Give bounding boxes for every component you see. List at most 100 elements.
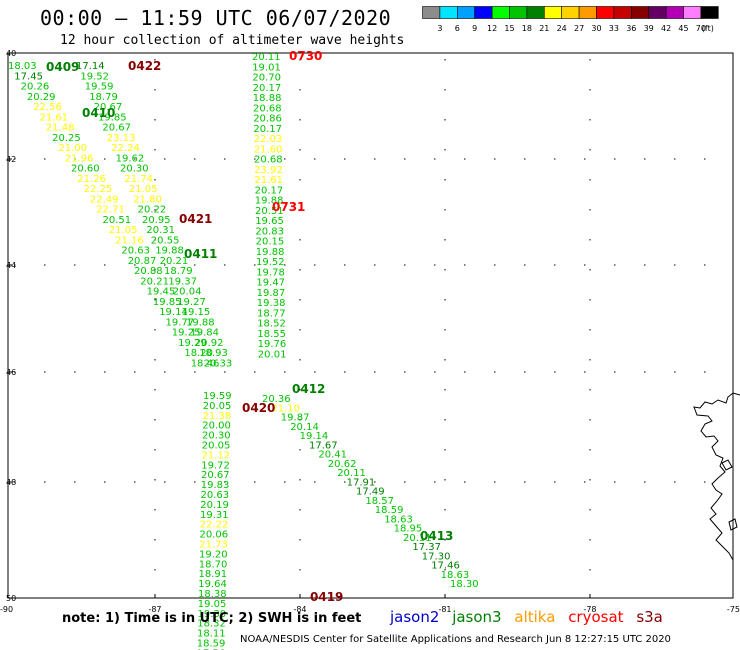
swh-value: 21.60	[254, 144, 283, 155]
swh-value: 19.88	[255, 196, 284, 207]
swh-value: 19.77	[166, 317, 195, 328]
satellite-s3a: s3a	[636, 608, 663, 626]
swh-value: 19.30	[198, 609, 227, 620]
swh-value: 20.92	[195, 338, 224, 349]
swh-value: 20.21	[140, 276, 169, 287]
swh-value: 18.63	[441, 570, 470, 581]
swh-value: 20.17	[255, 185, 284, 196]
swh-value: 21.74	[124, 174, 153, 185]
swh-value: 22.25	[84, 184, 113, 195]
swh-value: 22.24	[111, 143, 140, 154]
swh-value: 20.70	[252, 73, 281, 84]
swh-value: 19.72	[201, 460, 230, 471]
swh-value: 20.00	[202, 421, 231, 432]
swh-value: 19.45	[147, 287, 176, 298]
swh-value: 18.59	[197, 639, 226, 650]
swh-value: 20.87	[128, 256, 157, 267]
swh-value: 20.01	[258, 349, 287, 360]
track-time-label: 0410	[82, 106, 115, 120]
legend-unit: (ft)	[702, 24, 714, 33]
swh-value: 21.05	[109, 225, 138, 236]
lon-axis-label: -84	[293, 605, 306, 614]
swh-value: 18.63	[384, 514, 413, 525]
swh-value: 20.63	[121, 246, 150, 257]
legend-tick-label: 12	[487, 24, 497, 33]
swh-value: 22.71	[96, 205, 125, 216]
swh-value: 21.00	[58, 143, 87, 154]
legend-tick-label: 36	[626, 24, 636, 33]
swh-value: 20.67	[94, 102, 123, 113]
swh-value: 19.88	[256, 247, 285, 258]
swh-value: 18.91	[199, 569, 228, 580]
swh-value: 18.32	[197, 619, 226, 630]
lat-axis-label: 50	[6, 594, 16, 603]
swh-value: 20.33	[204, 358, 233, 369]
lon-axis-label: -78	[583, 605, 596, 614]
legend-tick-label: 21	[539, 24, 549, 33]
swh-value: 20.14	[290, 422, 319, 433]
swh-value: 19.01	[252, 62, 281, 73]
swh-value: 20.22	[138, 205, 167, 216]
graticule	[8, 59, 706, 598]
swh-value: 21.05	[129, 184, 158, 195]
track-time-label: 0409	[46, 60, 79, 74]
swh-value: 19.59	[85, 82, 114, 93]
legend-tick-label: 15	[504, 24, 514, 33]
swh-value: 20.83	[255, 226, 284, 237]
swh-value: 20.29	[27, 92, 56, 103]
swh-value: 20.62	[328, 459, 357, 470]
color-scale-legend: 3 6 9 12 15 18 21 24 27 30 33 36 39 42 45 70(ft)	[422, 6, 719, 33]
swh-value: 20.06	[200, 530, 229, 541]
swh-value: 21.61	[254, 175, 283, 186]
swh-value: 20.68	[254, 155, 283, 166]
track-time-label: 0411	[184, 247, 217, 261]
swh-value: 17.14	[76, 61, 105, 72]
swh-value: 20.26	[21, 82, 50, 93]
swh-value: 20.31	[146, 225, 175, 236]
coastline	[693, 392, 740, 561]
swh-value: 20.11	[403, 533, 432, 544]
swh-value: 18.79	[164, 266, 193, 277]
swh-value: 19.15	[182, 307, 211, 318]
track-time-label: 0731	[272, 200, 305, 214]
satellite-cryosat: cryosat	[568, 608, 624, 626]
swh-value: 17.91	[347, 477, 376, 488]
swh-value: 22.03	[254, 134, 283, 145]
swh-value: 20.68	[253, 103, 282, 114]
swh-value: 20.95	[142, 215, 171, 226]
swh-value: 22.49	[90, 194, 119, 205]
swh-value: 17.30	[422, 551, 451, 562]
island-outline	[721, 459, 738, 531]
swh-value: 19.85	[98, 112, 127, 123]
swh-value: 18.57	[365, 496, 394, 507]
swh-value: 19.87	[257, 288, 286, 299]
swh-value: 19.85	[153, 297, 182, 308]
swh-value: 19.31	[200, 510, 229, 521]
swh-value: 23.92	[254, 165, 283, 176]
legend-swatch	[700, 6, 719, 19]
track-time-label: 0412	[292, 382, 325, 396]
lon-axis-label: -81	[438, 605, 451, 614]
swh-value: 18.55	[257, 329, 286, 340]
swh-value: 18.95	[394, 524, 423, 535]
track-time-label: 0422	[128, 59, 161, 73]
lat-axis-label: 40	[6, 49, 16, 58]
swh-value: 22.56	[33, 102, 62, 113]
swh-value: 19.65	[255, 216, 284, 227]
lon-axis-label: -75	[727, 605, 740, 614]
lat-axis-label: 44	[6, 261, 16, 270]
swh-value: 19.05	[198, 599, 227, 610]
swh-value: 20.05	[203, 401, 232, 412]
swh-value: 17.67	[309, 440, 338, 451]
swh-value: 18.70	[199, 559, 228, 570]
map-title: 00:00 – 11:59 UTC 06/07/2020	[40, 6, 392, 30]
legend-tick-label: 24	[557, 24, 567, 33]
swh-value: 20.30	[202, 431, 231, 442]
map-frame	[7, 52, 734, 599]
swh-value: 19.27	[177, 297, 206, 308]
swh-value: 20.17	[253, 124, 282, 135]
legend-tick-label: 9	[472, 24, 477, 33]
track-0730: 20.1119.0120.7020.1718.8820.6820.8620.17…	[252, 52, 286, 360]
swh-value: 18.93	[199, 348, 228, 359]
